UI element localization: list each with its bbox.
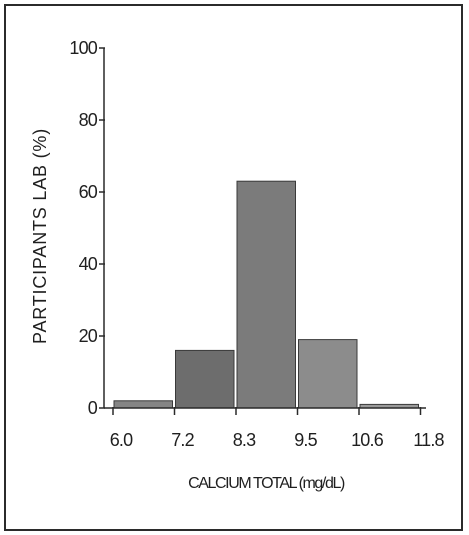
x-axis-title: CALCIUM TOTAL (mg/dL) — [188, 475, 345, 492]
y-tick-label: 100 — [69, 38, 97, 58]
x-tick-label: 6.0 — [110, 430, 133, 450]
x-tick-label: 7.2 — [171, 430, 194, 450]
y-tick-label: 60 — [79, 182, 98, 202]
y-tick-label: 40 — [79, 254, 98, 274]
x-ticks-layer: 6.0 7.2 8.3 9.5 10.6 11.8 — [110, 407, 445, 450]
y-ticks-layer: 0 20 40 60 80 100 — [69, 38, 105, 418]
histogram-bar — [175, 349, 235, 409]
histogram-bar — [236, 180, 296, 409]
x-tick-label: 11.8 — [413, 430, 444, 450]
x-tick-label: 10.6 — [351, 430, 384, 450]
y-axis-title: PARTICIPANTS LAB (%) — [30, 128, 50, 344]
y-tick-label: 20 — [79, 326, 98, 346]
histogram-bar — [113, 400, 173, 409]
histogram-bar — [298, 339, 358, 409]
y-tick-label: 80 — [79, 110, 98, 130]
x-tick-label: 9.5 — [294, 430, 317, 450]
chart-frame — [4, 4, 463, 531]
x-tick-label: 8.3 — [233, 430, 256, 450]
bars-layer — [113, 180, 419, 409]
y-tick-label: 0 — [88, 398, 98, 418]
